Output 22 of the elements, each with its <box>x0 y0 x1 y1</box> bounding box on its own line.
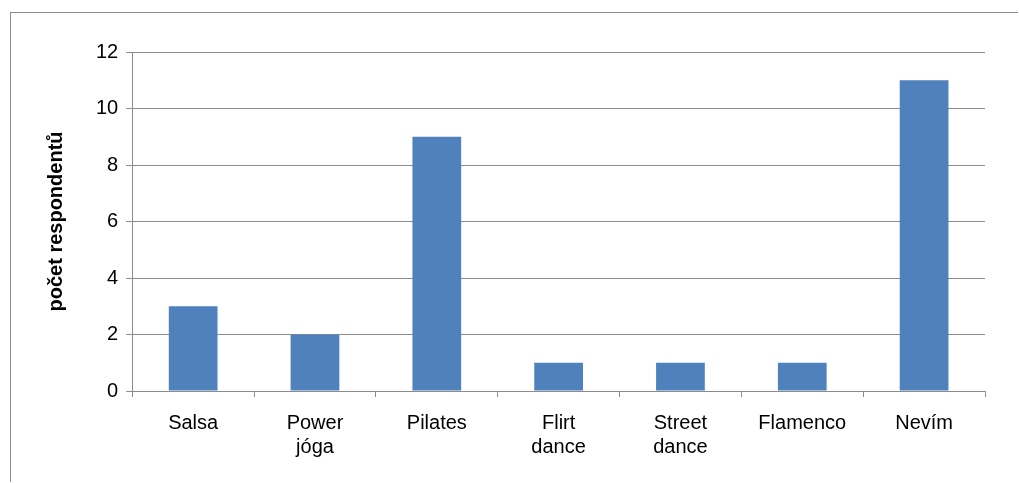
y-tick-label: 2 <box>107 322 119 345</box>
x-tick-label: Street dance <box>653 410 708 457</box>
y-tick-label: 12 <box>96 39 119 62</box>
y-tick-label: 4 <box>107 265 119 288</box>
x-tick-label: Flirt dance <box>531 410 586 457</box>
bar <box>290 334 340 391</box>
x-tick-label: Nevím <box>895 410 953 433</box>
bar <box>412 136 462 391</box>
x-tick-label: Salsa <box>168 410 220 433</box>
y-tick-label: 0 <box>107 378 119 401</box>
bar <box>777 362 827 391</box>
x-tick-label: Pilates <box>406 410 467 433</box>
y-tick-label: 8 <box>107 152 119 175</box>
y-axis-title: počet respondentů <box>43 131 66 312</box>
bar <box>534 362 583 391</box>
bar <box>656 362 705 391</box>
y-tick-label: 10 <box>96 96 119 119</box>
bar <box>899 80 949 391</box>
y-tick-label: 6 <box>107 209 119 232</box>
bar <box>168 306 218 391</box>
x-tick-label: Flamenco <box>758 410 847 433</box>
x-tick-label: Power jóga <box>286 410 344 457</box>
